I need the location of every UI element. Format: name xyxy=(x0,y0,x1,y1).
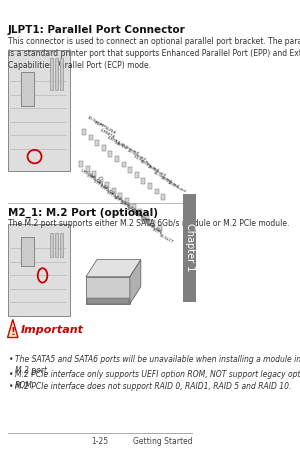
FancyBboxPatch shape xyxy=(161,194,165,200)
FancyBboxPatch shape xyxy=(115,156,119,162)
FancyBboxPatch shape xyxy=(55,58,58,90)
Text: 10.Ground: 10.Ground xyxy=(86,116,107,129)
FancyBboxPatch shape xyxy=(109,151,112,157)
FancyBboxPatch shape xyxy=(87,298,129,304)
FancyBboxPatch shape xyxy=(8,50,70,171)
FancyBboxPatch shape xyxy=(145,215,149,220)
Text: 5.PRND1: 5.PRND1 xyxy=(92,179,109,191)
Text: 14.Ground: 14.Ground xyxy=(159,175,179,189)
Text: 1.RSTB#: 1.RSTB# xyxy=(79,168,96,180)
FancyBboxPatch shape xyxy=(59,58,63,90)
Text: 24.Ground: 24.Ground xyxy=(119,143,140,156)
FancyBboxPatch shape xyxy=(92,171,96,177)
Text: Chapter 1: Chapter 1 xyxy=(185,223,195,272)
Text: 19.ACK#: 19.ACK# xyxy=(138,217,155,229)
Polygon shape xyxy=(86,277,130,304)
FancyBboxPatch shape xyxy=(148,183,152,189)
Polygon shape xyxy=(86,260,141,277)
Polygon shape xyxy=(8,320,18,338)
FancyBboxPatch shape xyxy=(125,198,129,204)
Text: 2.AFD#: 2.AFD# xyxy=(113,140,128,151)
FancyBboxPatch shape xyxy=(50,58,53,90)
FancyBboxPatch shape xyxy=(128,167,132,173)
Text: 6.PINIT#: 6.PINIT# xyxy=(100,129,116,140)
FancyBboxPatch shape xyxy=(21,72,34,106)
Text: This connector is used to connect an optional parallel port bracket. The paralle: This connector is used to connect an opt… xyxy=(8,37,300,69)
FancyBboxPatch shape xyxy=(79,161,83,166)
Text: M.2 PCIe interface only supports UEFI option ROM, NOT support legacy option
ROM.: M.2 PCIe interface only supports UEFI op… xyxy=(15,370,300,390)
Text: 16.Ground: 16.Ground xyxy=(152,170,172,183)
Text: 20.Ground: 20.Ground xyxy=(139,159,160,172)
Text: M.2 PCIe interface does not support RAID 0, RAID1, RAID 5 and RAID 10.: M.2 PCIe interface does not support RAID… xyxy=(15,382,291,391)
FancyBboxPatch shape xyxy=(138,209,142,215)
Text: •: • xyxy=(9,370,13,379)
FancyBboxPatch shape xyxy=(154,189,159,194)
Text: Important: Important xyxy=(21,325,84,335)
FancyBboxPatch shape xyxy=(158,225,162,231)
FancyBboxPatch shape xyxy=(112,188,116,194)
Text: The M.2 port supports either M.2 SATA 6Gb/s module or M.2 PCIe module.: The M.2 port supports either M.2 SATA 6G… xyxy=(8,219,289,228)
FancyBboxPatch shape xyxy=(152,220,155,226)
FancyBboxPatch shape xyxy=(8,224,70,316)
Text: 21.BUSY: 21.BUSY xyxy=(145,222,161,234)
FancyBboxPatch shape xyxy=(102,145,106,151)
Text: 13.PRND5: 13.PRND5 xyxy=(118,201,138,213)
Text: The SATA5 and SATA6 ports will be unavailable when installing a module in the
M.: The SATA5 and SATA6 ports will be unavai… xyxy=(15,355,300,375)
Text: M2_1: M.2 Port (optional): M2_1: M.2 Port (optional) xyxy=(8,208,158,218)
FancyBboxPatch shape xyxy=(95,140,99,146)
Text: 1-25: 1-25 xyxy=(91,437,109,446)
Text: 15.PRND6: 15.PRND6 xyxy=(125,206,144,219)
Text: 25.SLCT: 25.SLCT xyxy=(158,233,174,244)
FancyBboxPatch shape xyxy=(59,233,63,257)
FancyBboxPatch shape xyxy=(85,166,89,172)
Text: 23.PE: 23.PE xyxy=(152,228,163,236)
FancyBboxPatch shape xyxy=(135,172,139,178)
Text: 11.PRND4: 11.PRND4 xyxy=(112,195,131,208)
Text: •: • xyxy=(9,382,13,391)
FancyBboxPatch shape xyxy=(82,129,86,135)
Text: 8.LPT_SLIN#: 8.LPT_SLIN# xyxy=(93,120,117,135)
Text: !: ! xyxy=(10,327,15,337)
Text: 12.Ground: 12.Ground xyxy=(166,180,186,194)
FancyBboxPatch shape xyxy=(50,233,53,257)
Text: 26.No Pin: 26.No Pin xyxy=(133,155,151,167)
FancyBboxPatch shape xyxy=(105,182,109,188)
Text: 4.ERR#: 4.ERR# xyxy=(106,135,121,145)
Text: JLPT1: Parallel Port Connector: JLPT1: Parallel Port Connector xyxy=(8,25,185,35)
Text: 18.Ground: 18.Ground xyxy=(146,164,166,178)
FancyBboxPatch shape xyxy=(122,162,126,167)
Text: 7.PRND2: 7.PRND2 xyxy=(99,184,116,196)
FancyBboxPatch shape xyxy=(99,177,103,183)
FancyBboxPatch shape xyxy=(118,193,122,199)
FancyBboxPatch shape xyxy=(89,135,93,140)
Polygon shape xyxy=(130,260,141,304)
Text: Getting Started: Getting Started xyxy=(133,437,192,446)
FancyBboxPatch shape xyxy=(21,237,34,266)
FancyBboxPatch shape xyxy=(142,178,146,184)
Text: 22.Ground: 22.Ground xyxy=(126,148,146,162)
Text: 17.PRND7: 17.PRND7 xyxy=(132,212,151,224)
Text: 9.PRND3: 9.PRND3 xyxy=(105,190,122,202)
FancyBboxPatch shape xyxy=(55,233,58,257)
Text: 3.PRND0: 3.PRND0 xyxy=(85,174,103,185)
FancyBboxPatch shape xyxy=(183,194,196,302)
FancyBboxPatch shape xyxy=(132,204,136,210)
Text: •: • xyxy=(9,355,13,364)
